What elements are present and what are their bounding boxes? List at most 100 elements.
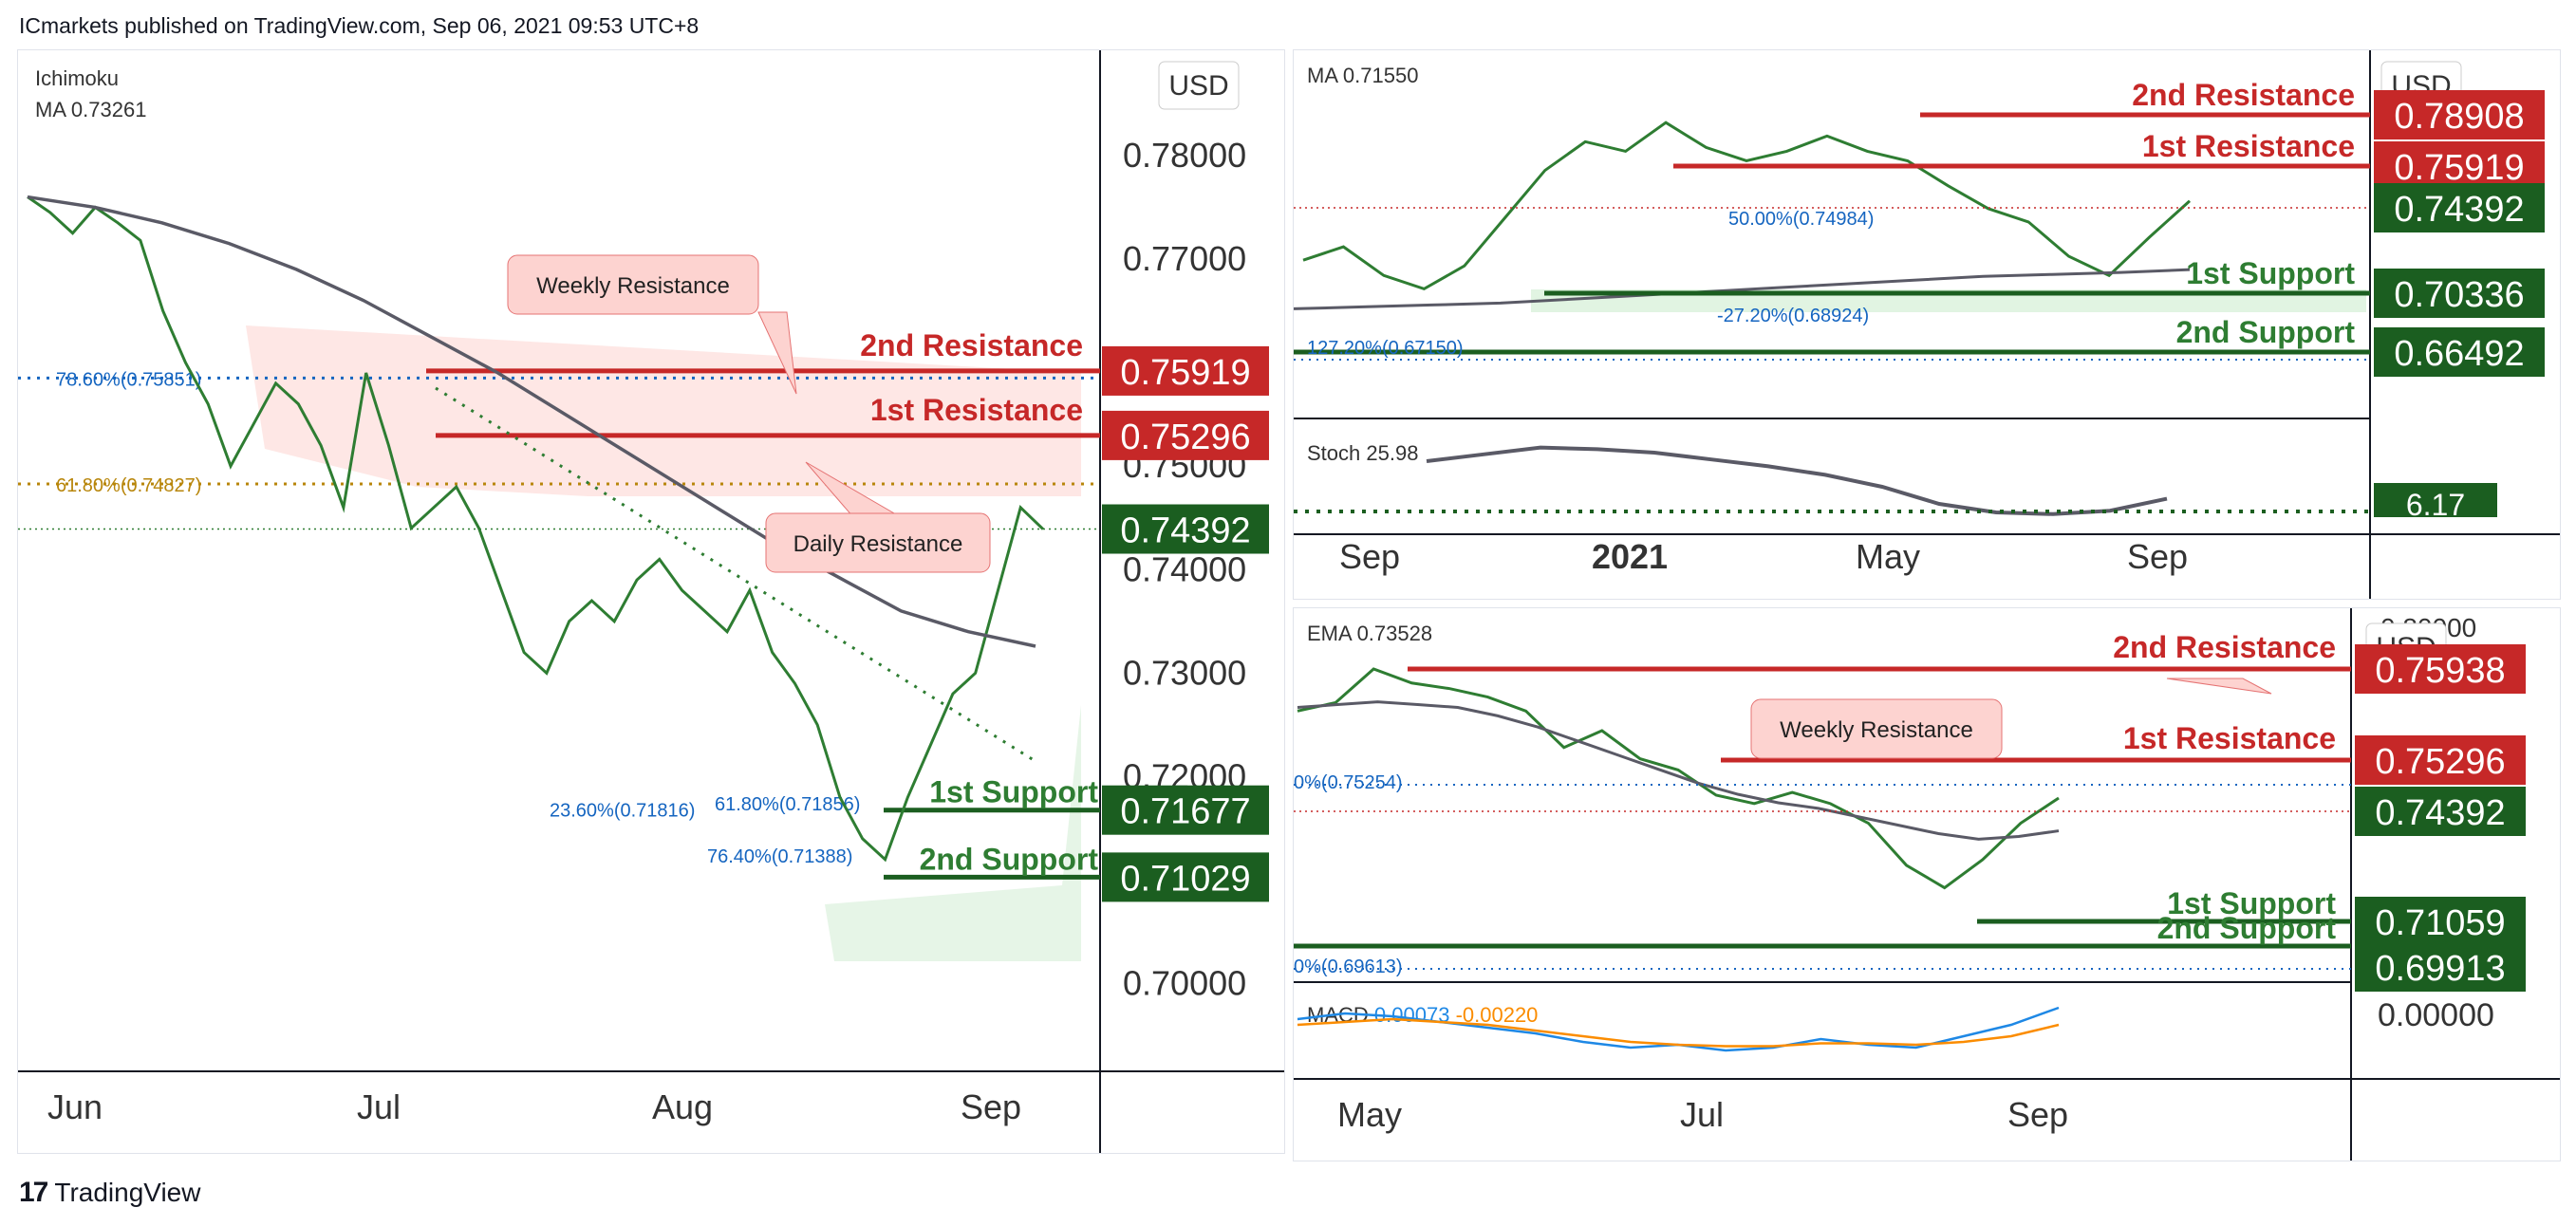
time-tick: Sep bbox=[2007, 1095, 2068, 1134]
ichimoku-cloud-green bbox=[825, 705, 1081, 961]
price-line-h4 bbox=[1297, 667, 2060, 890]
weekly-chart-panel[interactable]: MA 0.71550 USD 2nd Resistance 0.78908 1st … bbox=[1293, 49, 2561, 600]
price-tick: 0.70000 bbox=[1123, 964, 1246, 1003]
stoch-label: Stoch 25.98 bbox=[1307, 441, 1418, 465]
price-tick: 0.74000 bbox=[1123, 549, 1246, 588]
indicator-ema: EMA 0.73528 bbox=[1307, 622, 1432, 645]
fib-label: -27.20%(0.68924) bbox=[1717, 306, 1869, 326]
time-tick: Sep bbox=[1339, 537, 1400, 576]
support-label: 2nd Support bbox=[920, 842, 1099, 876]
ma-line-weekly bbox=[1293, 268, 2191, 310]
price-badge-value: 0.74392 bbox=[2394, 190, 2524, 230]
footer-brand: 17 TradingView bbox=[19, 1177, 200, 1209]
price-badge-value: 0.78908 bbox=[2394, 97, 2524, 137]
resistance-label: 1st Resistance bbox=[870, 393, 1083, 427]
moving-average-line bbox=[27, 195, 1036, 648]
time-tick: Jul bbox=[1680, 1095, 1724, 1134]
time-tick: May bbox=[1856, 537, 1920, 576]
support-label: 1st Support bbox=[2167, 886, 2336, 920]
svg-text:6.17: 6.17 bbox=[2406, 488, 2465, 522]
price-tick: 0.77000 bbox=[1123, 239, 1246, 278]
footer-brand-label: TradingView bbox=[54, 1178, 201, 1207]
macd-zero-tick: 0.00000 bbox=[2378, 997, 2494, 1033]
support-label: 1st Support bbox=[929, 775, 1098, 809]
tradingview-logo-icon: 17 bbox=[19, 1177, 48, 1208]
resistance-zone bbox=[246, 325, 1081, 496]
resistance-label: 1st Resistance bbox=[2142, 129, 2355, 163]
price-badge-value: 0.71677 bbox=[1120, 792, 1250, 832]
daily-chart-svg: Ichimoku MA 0.73261 USD 0.78000 0.77000 0.… bbox=[18, 50, 1284, 1153]
price-badge bbox=[2374, 141, 2545, 191]
price-badge-value: 0.74392 bbox=[1120, 511, 1250, 551]
svg-text:Daily Resistance: Daily Resistance bbox=[793, 531, 963, 557]
svg-text:Weekly Resistance: Weekly Resistance bbox=[536, 273, 730, 299]
price-badge bbox=[2374, 90, 2545, 139]
resistance-label: 2nd Resistance bbox=[860, 328, 1083, 362]
price-badge-value: 0.71029 bbox=[1120, 859, 1250, 899]
indicator-ma: MA 0.73261 bbox=[35, 98, 146, 121]
price-badge-value: 0.71059 bbox=[2375, 903, 2505, 943]
fib-label: 76.40%(0.71388) bbox=[707, 846, 852, 867]
price-tick: 0.78000 bbox=[1123, 136, 1246, 175]
price-badge bbox=[2374, 269, 2545, 318]
svg-text:Weekly Resistance: Weekly Resistance bbox=[1780, 717, 1973, 743]
fib-label: 61.80%(0.71856) bbox=[715, 794, 860, 815]
daily-chart-panel[interactable]: Ichimoku MA 0.73261 USD 0.78000 0.77000 0.… bbox=[17, 49, 1285, 1154]
currency-badge[interactable]: USD bbox=[1158, 61, 1240, 110]
price-badge-value: 0.75919 bbox=[1120, 353, 1250, 393]
resistance-label: 2nd Resistance bbox=[2132, 78, 2355, 112]
price-badge-value: 0.66492 bbox=[2394, 334, 2524, 374]
time-tick: May bbox=[1337, 1095, 1402, 1134]
price-badge bbox=[2374, 327, 2545, 377]
price-badge bbox=[1102, 504, 1269, 554]
resistance-label: 2nd Resistance bbox=[2113, 630, 2336, 664]
support-label: 2nd Support bbox=[2157, 911, 2337, 945]
stoch-level-badge: 6.17 bbox=[2374, 483, 2497, 522]
time-tick: Sep bbox=[961, 1087, 1021, 1126]
price-line-weekly bbox=[1302, 121, 2192, 291]
fib-label: 0%(0.69613) bbox=[1294, 957, 1403, 977]
time-tick: 2021 bbox=[1592, 537, 1668, 576]
support-label: 1st Support bbox=[2186, 256, 2355, 290]
price-badge-value: 0.75919 bbox=[2394, 148, 2524, 188]
price-badge-value: 0.75938 bbox=[2375, 651, 2505, 691]
price-badge-value: 0.70336 bbox=[2394, 275, 2524, 315]
svg-text:USD: USD bbox=[1168, 70, 1228, 102]
price-tick: 0.73000 bbox=[1123, 653, 1246, 692]
time-tick: Sep bbox=[2127, 537, 2188, 576]
price-badge bbox=[2355, 644, 2526, 694]
price-badge bbox=[1102, 852, 1269, 902]
daily-resistance-callout: Daily Resistance bbox=[765, 461, 991, 573]
price-badge bbox=[2355, 942, 2526, 992]
fib-label: 50.00%(0.74984) bbox=[1728, 209, 1874, 230]
price-line bbox=[27, 195, 1045, 863]
price-badge bbox=[1102, 785, 1269, 835]
price-badge-value: 0.75296 bbox=[1120, 418, 1250, 457]
trend-line-dotted bbox=[435, 386, 1035, 762]
resistance-label: 1st Resistance bbox=[2123, 721, 2336, 755]
indicator-ichimoku: Ichimoku bbox=[35, 66, 119, 90]
price-badge bbox=[2355, 787, 2526, 836]
weekly-chart-svg: MA 0.71550 USD 2nd Resistance0.789081st … bbox=[1293, 50, 2560, 599]
fib-label: 0%(0.75254) bbox=[1294, 772, 1403, 793]
price-badge-value: 0.75296 bbox=[2375, 742, 2505, 782]
ema-line bbox=[1297, 700, 2060, 841]
indicator-ma-weekly: MA 0.71550 bbox=[1307, 64, 1418, 87]
price-badge bbox=[2355, 735, 2526, 785]
fib-label: 127.20%(0.67150) bbox=[1307, 338, 1464, 359]
price-badge bbox=[1102, 410, 1269, 460]
time-tick: Jul bbox=[357, 1087, 401, 1126]
time-tick: Jun bbox=[47, 1087, 103, 1126]
price-badge-value: 0.69913 bbox=[2375, 949, 2505, 989]
support-label: 2nd Support bbox=[2176, 315, 2356, 349]
fib-label: 61.80%(0.74827) bbox=[56, 475, 201, 496]
weekly-resistance-callout: Weekly Resistance bbox=[507, 254, 797, 395]
price-badge-value: 0.74392 bbox=[2375, 793, 2505, 833]
price-badge bbox=[2355, 897, 2526, 946]
signal-line bbox=[1297, 1017, 2060, 1048]
fib-label: 23.60%(0.71816) bbox=[550, 801, 695, 822]
price-badge bbox=[1102, 345, 1269, 396]
price-badge bbox=[2374, 183, 2545, 232]
